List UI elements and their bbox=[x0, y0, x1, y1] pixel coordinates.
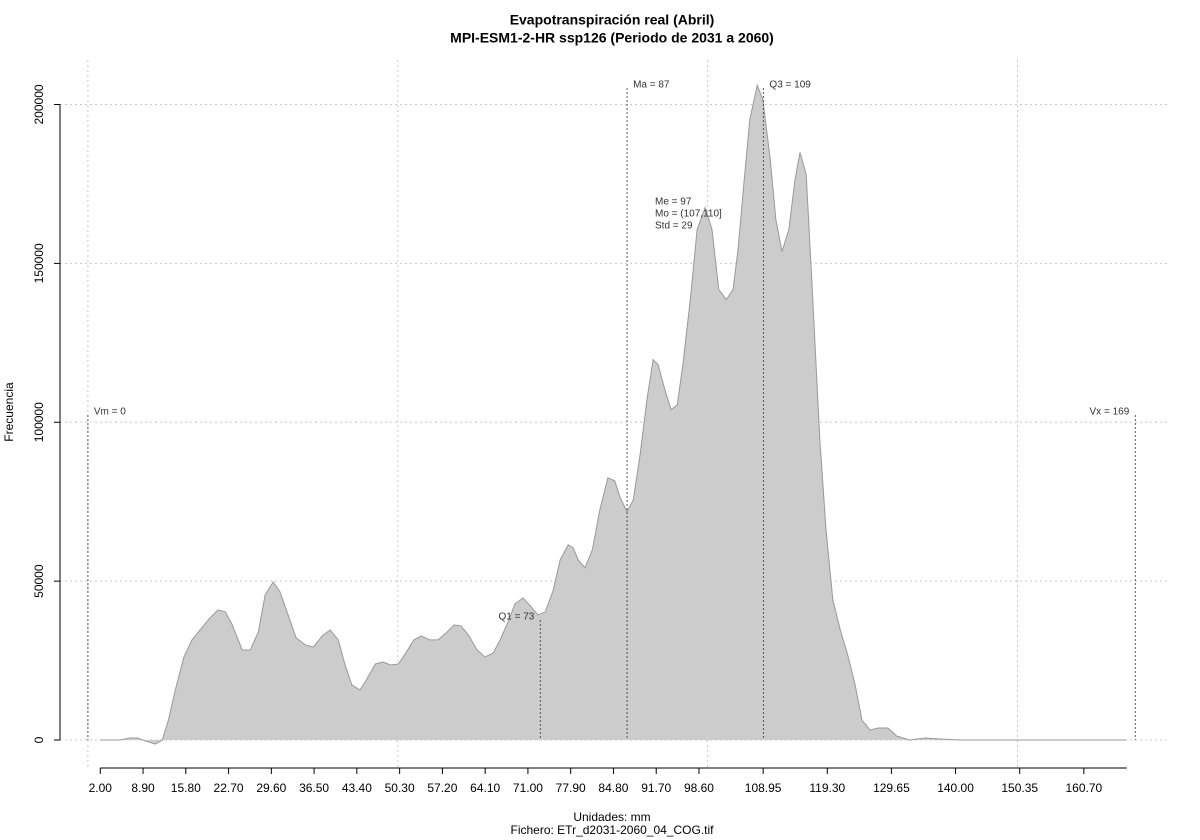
y-tick-label: 100000 bbox=[32, 402, 46, 442]
x-tick-label: 64.10 bbox=[470, 781, 500, 795]
x-tick-label: 91.70 bbox=[641, 781, 671, 795]
x-tick-label: 77.90 bbox=[556, 781, 586, 795]
stat-label: Vx = 169 bbox=[1090, 407, 1130, 418]
area-line bbox=[100, 83, 1127, 745]
x-tick-label: 108.95 bbox=[745, 781, 782, 795]
x-tick-label: 140.00 bbox=[937, 781, 974, 795]
x-tick-label: 22.70 bbox=[214, 781, 244, 795]
stat-text: Me = 97 bbox=[655, 197, 692, 208]
x-tick-label: 15.80 bbox=[171, 781, 201, 795]
x-tick-label: 84.80 bbox=[598, 781, 628, 795]
stat-label: Q1 = 73 bbox=[498, 612, 534, 623]
caption: Fichero: ETr_d2031-2060_04_COG.tif bbox=[511, 823, 715, 837]
area-fill bbox=[100, 85, 1127, 745]
x-axis-label: Unidades: mm bbox=[573, 810, 650, 824]
x-tick-label: 29.60 bbox=[256, 781, 286, 795]
stat-text: Std = 29 bbox=[655, 221, 693, 232]
y-tick-label: 50000 bbox=[32, 564, 46, 598]
x-tick-label: 119.30 bbox=[809, 781, 845, 795]
x-tick-label: 71.00 bbox=[513, 781, 543, 795]
y-tick-label: 150000 bbox=[32, 243, 46, 283]
x-tick-label: 160.70 bbox=[1066, 781, 1103, 795]
x-tick-label: 8.90 bbox=[131, 781, 155, 795]
chart-subtitle: MPI-ESM1-2-HR ssp126 (Periodo de 2031 a … bbox=[450, 30, 774, 46]
x-tick-label: 50.30 bbox=[385, 781, 415, 795]
stat-label: Ma = 87 bbox=[633, 80, 670, 91]
stat-text: Mo = (107,110] bbox=[655, 209, 722, 220]
x-tick-label: 129.65 bbox=[873, 781, 910, 795]
x-tick-label: 36.50 bbox=[299, 781, 329, 795]
x-tick-label: 98.60 bbox=[684, 781, 714, 795]
y-axis-label: Frecuencia bbox=[2, 382, 16, 442]
stat-label: Vm = 0 bbox=[94, 407, 126, 418]
x-tick-label: 150.35 bbox=[1001, 781, 1038, 795]
y-tick-label: 0 bbox=[32, 736, 46, 743]
x-tick-label: 43.40 bbox=[342, 781, 372, 795]
x-tick-label: 2.00 bbox=[89, 781, 113, 795]
y-tick-label: 200000 bbox=[32, 84, 46, 124]
chart-title: Evapotranspiración real (Abril) bbox=[510, 12, 715, 28]
stat-label: Q3 = 109 bbox=[769, 80, 811, 91]
x-tick-label: 57.20 bbox=[427, 781, 457, 795]
